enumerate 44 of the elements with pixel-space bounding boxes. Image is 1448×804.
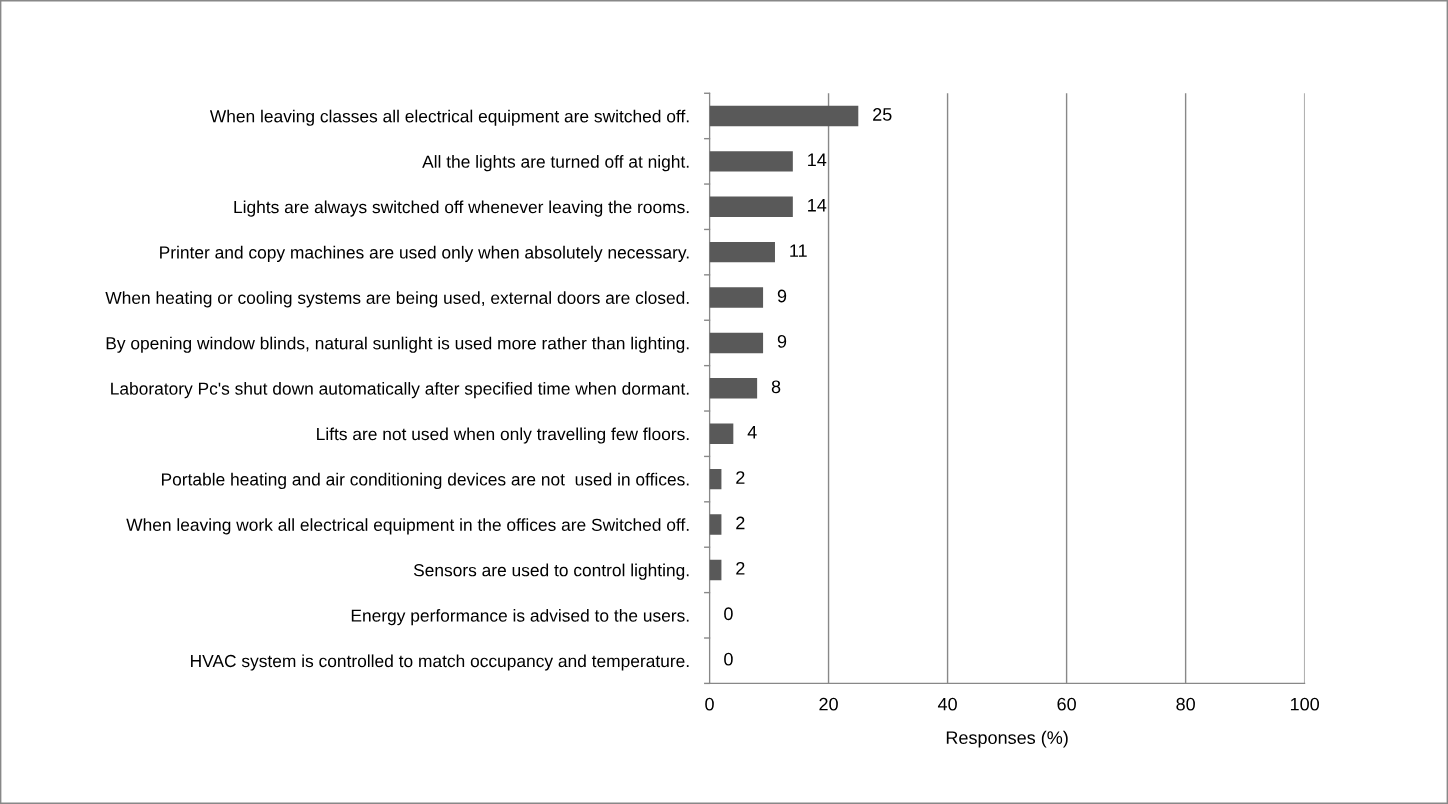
data-label: 9 bbox=[777, 289, 787, 303]
bar bbox=[709, 151, 793, 172]
x-tick-label: 100 bbox=[1290, 697, 1320, 711]
data-label: 8 bbox=[771, 380, 781, 394]
y-tick-label: By opening window blinds, natural sunlight is used more rather than lighting. bbox=[106, 336, 689, 353]
y-tick-label: Sensors are used to control lighting. bbox=[413, 563, 689, 580]
x-tick-label: 0 bbox=[705, 697, 714, 711]
data-label: 0 bbox=[724, 607, 733, 621]
y-tick-label: When leaving classes all electrical equipment are switched off. bbox=[209, 109, 689, 126]
x-tick-label: 20 bbox=[819, 697, 838, 711]
data-label: 14 bbox=[808, 153, 827, 167]
bar bbox=[709, 468, 722, 490]
y-tick-label: Energy performance is advised to the users. bbox=[351, 609, 689, 626]
data-label: 2 bbox=[736, 516, 745, 530]
y-tick-label: Portable heating and air conditioning devices are not used in offices. bbox=[161, 472, 689, 490]
data-label: 25 bbox=[873, 108, 892, 121]
data-label: 11 bbox=[790, 244, 807, 257]
data-label: 4 bbox=[747, 425, 757, 439]
y-tick-label: When leaving work all electrical equipment in the offices are Switched off. bbox=[126, 518, 689, 535]
y-tick-label: Laboratory Pc's shut down automatically after specified time when dormant. bbox=[111, 382, 689, 399]
data-label: 14 bbox=[808, 199, 827, 212]
bar bbox=[709, 105, 859, 127]
bar bbox=[709, 332, 764, 354]
bar bbox=[709, 559, 722, 581]
y-tick-label: When heating or cooling systems are being used, external doors are closed. bbox=[105, 291, 689, 308]
bar bbox=[709, 287, 764, 308]
bar bbox=[709, 196, 793, 217]
y-tick-label: All the lights are turned off at night. bbox=[422, 155, 689, 172]
bar bbox=[709, 378, 758, 399]
data-label: 9 bbox=[777, 335, 787, 348]
bar bbox=[709, 514, 722, 535]
x-tick-label: 60 bbox=[1057, 697, 1076, 711]
data-label: 0 bbox=[724, 652, 733, 666]
bar bbox=[709, 423, 734, 444]
y-tick-label: Printer and copy machines are used only when absolutely necessary. bbox=[160, 245, 689, 263]
y-tick-label: Lifts are not used when only travelling few floors. bbox=[317, 427, 689, 444]
x-tick-label: 40 bbox=[937, 697, 957, 711]
y-tick-label: Lights are always switched off whenever leaving the rooms. bbox=[234, 200, 689, 217]
data-label: 2 bbox=[736, 471, 745, 484]
data-label: 2 bbox=[736, 561, 745, 575]
bar bbox=[709, 241, 775, 263]
x-tick-label: 80 bbox=[1176, 697, 1195, 711]
y-tick-label: HVAC system is controlled to match occupancy and temperature. bbox=[191, 654, 689, 671]
x-axis-title: Responses (%) bbox=[946, 730, 1068, 748]
